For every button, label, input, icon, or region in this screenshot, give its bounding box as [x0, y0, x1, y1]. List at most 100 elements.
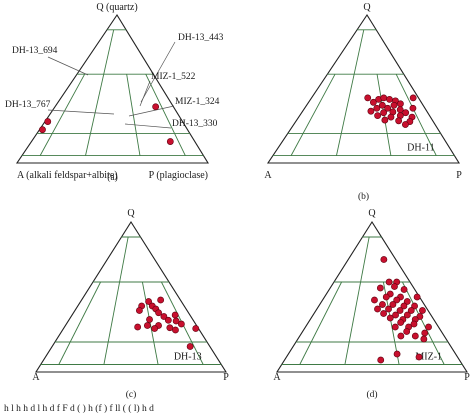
sample-point	[402, 109, 410, 117]
sample-point	[384, 104, 392, 112]
sample-point	[364, 94, 372, 102]
sample-point	[395, 117, 403, 125]
sample-point	[171, 311, 179, 319]
sample-point	[415, 353, 423, 361]
sample-point	[396, 307, 404, 314]
sample-point	[371, 296, 378, 304]
sample-point	[134, 323, 142, 331]
sample-point	[389, 301, 397, 308]
sample-point	[381, 116, 389, 124]
triangle-outline	[276, 220, 468, 373]
sample-annotation: DH-13_330	[172, 119, 218, 129]
triangle-outline	[15, 13, 209, 164]
ternary-panel-b: Q A P (b) DH-11	[264, 2, 462, 202]
field-divider	[141, 281, 159, 365]
sample-point	[400, 302, 408, 310]
series-label: DH-11	[407, 143, 434, 154]
sample-point	[155, 309, 162, 317]
sample-point	[397, 319, 405, 326]
field-divider	[395, 74, 437, 156]
series-label: DH-13	[174, 352, 202, 363]
sample-point	[420, 335, 428, 343]
sample-point	[151, 325, 159, 332]
sample-point	[157, 296, 165, 304]
sample-point	[393, 350, 401, 358]
sample-point	[143, 322, 151, 329]
vertex-label-a: A	[273, 372, 281, 383]
sample-point	[411, 332, 419, 340]
sample-point	[393, 296, 401, 304]
sample-point	[409, 104, 417, 112]
annotation-leader	[128, 105, 175, 117]
annotation-leader	[124, 123, 172, 129]
sample-point	[391, 283, 398, 290]
sample-point	[392, 311, 399, 319]
field-divider	[103, 236, 129, 365]
sample-point	[391, 323, 399, 331]
sample-point	[407, 307, 415, 314]
field-divider	[85, 29, 115, 156]
sample-point	[419, 307, 426, 314]
sample-annotation: DH-13_694	[12, 46, 58, 56]
sample-point	[397, 100, 404, 108]
sample-point	[166, 324, 174, 332]
ternary-panel-c: Q A P (c) DH-13	[32, 208, 229, 400]
sample-annotation: DH-13_767	[5, 100, 51, 110]
sample-point	[386, 95, 393, 103]
vertex-label-p: P	[456, 170, 462, 181]
sample-point	[146, 316, 153, 323]
sample-point	[39, 126, 46, 134]
vertex-label-q: Q	[368, 208, 376, 219]
sample-point	[374, 305, 381, 313]
series-label: MIZ-1	[415, 352, 442, 363]
field-divider	[58, 281, 102, 365]
ternary-panel-d: Q A P (d) MIZ-1	[273, 208, 470, 400]
annotation-leader	[47, 109, 115, 115]
panel-caption: (d)	[366, 389, 377, 400]
vertex-label-a: A	[32, 372, 40, 383]
sample-point	[186, 343, 194, 350]
field-divider	[299, 281, 343, 365]
sample-point	[401, 121, 409, 128]
sample-point	[403, 311, 411, 319]
sample-point	[382, 293, 390, 301]
annotation-leader	[139, 80, 151, 107]
sample-point	[413, 293, 421, 301]
sample-point	[378, 101, 386, 109]
sample-point	[379, 301, 386, 308]
sample-point	[380, 310, 387, 317]
sample-point	[385, 305, 392, 313]
ternary-panel-a: Q (quartz) A (alkali feldspar+albite) P (p…	[5, 2, 224, 183]
sample-point	[369, 98, 377, 106]
annotation-leader	[140, 41, 176, 103]
panel-caption: (a)	[107, 172, 118, 183]
field-divider	[344, 236, 370, 365]
vertex-label-p: P	[223, 372, 229, 383]
sample-point	[403, 298, 411, 305]
field-divider	[145, 74, 186, 156]
vertex-label-q: Q	[127, 208, 135, 219]
sample-point	[152, 103, 160, 111]
sample-point	[145, 298, 153, 305]
sample-point	[397, 332, 405, 340]
vertex-label-a: A	[264, 170, 272, 181]
sample-point	[411, 302, 418, 310]
field-divider	[39, 73, 86, 156]
sample-point	[374, 112, 382, 120]
vertex-label-p: P (plagioclase)	[149, 170, 208, 181]
vertex-label-p: P	[464, 372, 470, 383]
sample-point	[380, 256, 388, 263]
sample-point	[380, 94, 388, 102]
sample-point	[164, 316, 172, 324]
annotation-leader	[47, 56, 89, 76]
sample-point	[425, 323, 432, 331]
sample-point	[377, 356, 385, 364]
sample-point	[410, 320, 418, 328]
vertex-label-q: Q	[363, 2, 371, 13]
sample-annotation: DH-13_443	[178, 33, 224, 43]
panel-caption: (b)	[358, 191, 369, 202]
panel-caption: (c)	[126, 389, 137, 400]
sample-point	[400, 286, 408, 293]
triangle-outline	[266, 13, 460, 164]
